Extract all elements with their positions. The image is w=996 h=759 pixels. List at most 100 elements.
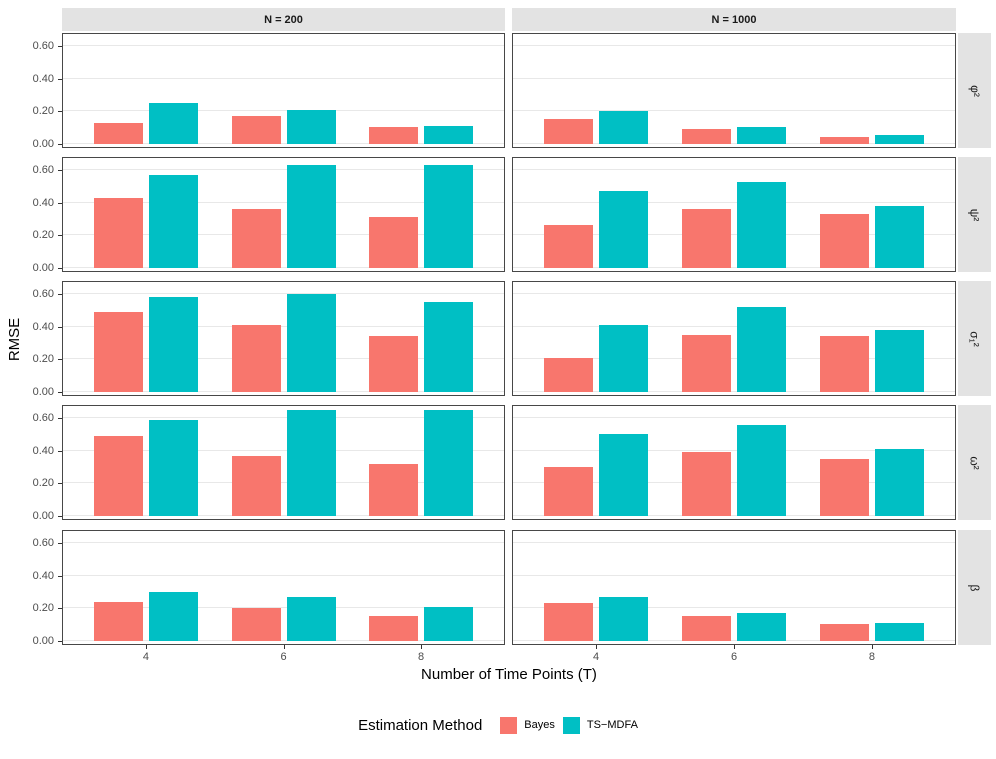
bar-bayes-t4 xyxy=(544,603,594,641)
x-tick-label: 6 xyxy=(730,651,738,663)
legend-item-ts-mdfa: TS−MDFA xyxy=(562,716,638,734)
y-tick-mark xyxy=(58,391,62,393)
facet-row-strip-label: σ₁² xyxy=(967,330,982,347)
bar-ts-mdfa-t4 xyxy=(599,111,649,144)
gridline xyxy=(63,142,504,144)
x-tick-label: 6 xyxy=(280,651,287,663)
y-tick-mark xyxy=(58,640,62,642)
bar-bayes-t6 xyxy=(682,334,731,392)
y-tick-label: 0.00 xyxy=(32,385,54,398)
x-tick-mark xyxy=(421,645,423,649)
gridline xyxy=(63,514,504,516)
facet-panel xyxy=(512,157,956,272)
gridline xyxy=(513,169,955,171)
y-tick-mark xyxy=(58,575,62,577)
gridline xyxy=(513,142,955,144)
y-tick-mark xyxy=(58,170,62,172)
y-tick-label: 0.40 xyxy=(32,320,54,333)
bar-bayes-t4 xyxy=(93,122,143,144)
bar-ts-mdfa-t6 xyxy=(286,165,336,268)
gridline xyxy=(513,417,955,419)
y-tick-mark xyxy=(58,78,62,80)
y-tick-label: 0.00 xyxy=(32,261,54,274)
facet-column-strip: N = 200 xyxy=(62,8,505,31)
legend-label-bayes: Bayes xyxy=(524,719,555,731)
gridline xyxy=(513,234,955,236)
bar-ts-mdfa-t6 xyxy=(737,424,786,516)
x-tick-mark xyxy=(871,645,873,649)
bar-ts-mdfa-t4 xyxy=(599,191,649,268)
gridline xyxy=(513,325,955,327)
gridline xyxy=(513,574,955,576)
bar-bayes-t6 xyxy=(231,209,281,268)
bar-ts-mdfa-t8 xyxy=(424,165,474,268)
y-tick-mark xyxy=(58,418,62,420)
bar-ts-mdfa-t6 xyxy=(286,410,336,516)
bar-bayes-t4 xyxy=(93,601,143,641)
gridline xyxy=(513,293,955,295)
facet-panel xyxy=(512,530,956,645)
bar-bayes-t8 xyxy=(369,336,419,392)
bar-ts-mdfa-t6 xyxy=(737,127,786,144)
y-tick-label: 0.20 xyxy=(32,477,54,490)
bar-ts-mdfa-t6 xyxy=(286,294,336,392)
bar-ts-mdfa-t8 xyxy=(424,606,474,641)
bar-ts-mdfa-t4 xyxy=(148,591,198,641)
gridline xyxy=(513,542,955,544)
facet-row-strip: β xyxy=(958,530,991,645)
bar-bayes-t6 xyxy=(231,608,281,641)
y-tick-mark xyxy=(58,267,62,269)
y-tick-label: 0.40 xyxy=(32,569,54,582)
bar-bayes-t8 xyxy=(369,616,419,641)
x-axis-title: Number of Time Points (T) xyxy=(421,666,597,683)
gridline xyxy=(63,201,504,203)
y-tick-label: 0.60 xyxy=(32,288,54,301)
bar-ts-mdfa-t8 xyxy=(874,205,924,268)
bayes-color-swatch xyxy=(500,716,518,734)
facet-row-strip-label: ω² xyxy=(967,455,982,470)
bar-ts-mdfa-t4 xyxy=(148,175,198,268)
y-tick-mark xyxy=(58,450,62,452)
gridline xyxy=(513,449,955,451)
bar-bayes-t4 xyxy=(544,225,594,268)
legend-title: Estimation Method xyxy=(358,716,483,734)
y-tick-label: 0.00 xyxy=(32,509,54,522)
legend: Estimation Method Bayes TS−MDFA xyxy=(0,703,996,747)
bar-bayes-t8 xyxy=(369,463,419,516)
gridline xyxy=(513,607,955,609)
y-tick-label: 0.60 xyxy=(32,537,54,550)
gridline xyxy=(63,574,504,576)
facet-column-strip: N = 1000 xyxy=(512,8,956,31)
x-tick-mark xyxy=(145,645,147,649)
bar-ts-mdfa-t8 xyxy=(874,135,924,144)
facet-panel xyxy=(512,281,956,396)
y-tick-label: 0.60 xyxy=(32,164,54,177)
x-tick-label: 4 xyxy=(142,651,149,663)
bar-ts-mdfa-t6 xyxy=(737,181,786,268)
gridline xyxy=(513,45,955,47)
bar-bayes-t6 xyxy=(231,116,281,144)
bar-bayes-t6 xyxy=(682,128,731,144)
gridline xyxy=(63,639,504,641)
bar-bayes-t6 xyxy=(682,209,731,268)
bar-ts-mdfa-t6 xyxy=(737,613,786,641)
gridline xyxy=(63,417,504,419)
gridline xyxy=(63,482,504,484)
bar-bayes-t8 xyxy=(819,137,869,144)
facet-panel xyxy=(62,33,505,148)
bar-ts-mdfa-t4 xyxy=(148,419,198,516)
y-tick-mark xyxy=(58,235,62,237)
facet-panel xyxy=(62,281,505,396)
y-tick-label: 0.60 xyxy=(32,412,54,425)
y-tick-mark xyxy=(58,515,62,517)
y-tick-mark xyxy=(58,483,62,485)
facet-row-strip: ψ² xyxy=(958,157,991,272)
bar-ts-mdfa-t4 xyxy=(599,596,649,641)
legend-label-ts-mdfa: TS−MDFA xyxy=(586,719,638,731)
gridline xyxy=(63,266,504,268)
bar-ts-mdfa-t8 xyxy=(424,410,474,516)
bar-bayes-t8 xyxy=(819,336,869,392)
gridline xyxy=(63,449,504,451)
y-tick-mark xyxy=(58,143,62,145)
